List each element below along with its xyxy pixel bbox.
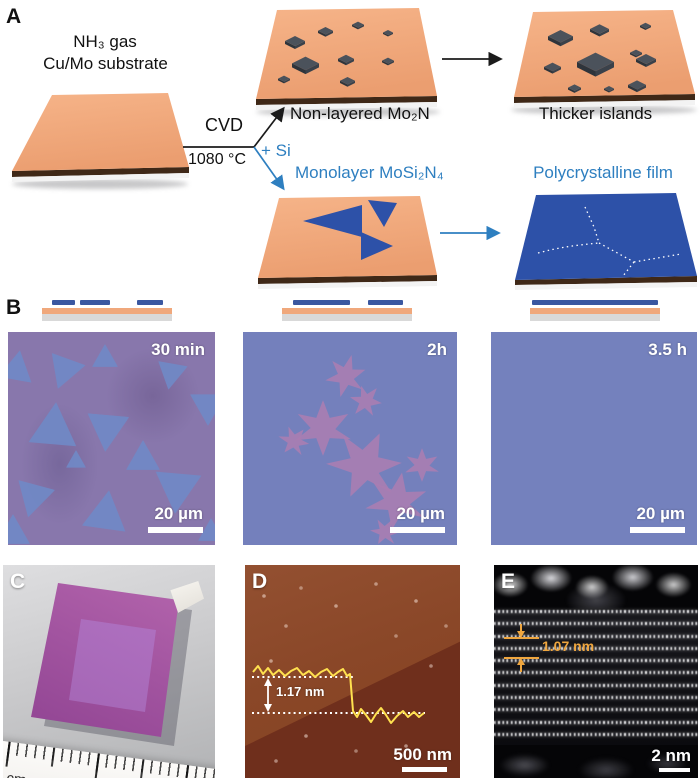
tem-cap-layer [494, 565, 698, 609]
afm-image: 1.17 nm 500 nm D [245, 565, 460, 778]
panel-a-schematic [12, 8, 697, 290]
cu-layer [42, 308, 172, 314]
mo-layer [530, 314, 660, 321]
scale-bar-label: 20 µm [154, 504, 203, 523]
island-segment [137, 300, 163, 305]
layer-spacing-label: 1.07 nm [542, 638, 595, 654]
label-thicker-islands: Thicker islands [538, 104, 653, 123]
island-segment [532, 300, 658, 305]
tem-image: 1.07 nm 2 nm E [494, 565, 698, 778]
tem-overlay [504, 624, 539, 672]
ruler: 1 cm 2 [3, 737, 215, 778]
scale-bar-label: 500 nm [393, 745, 452, 764]
panel-a: A NH₃ gas Cu/Mo substrate CVD 1080 °C No… [0, 0, 700, 292]
height-arrow [264, 678, 272, 712]
wafer-photo: 1 cm 2 C [3, 565, 215, 778]
growth-schematic-2h [282, 297, 412, 323]
panel-a-label: A [6, 5, 22, 28]
growth-schematic-3p5h [530, 297, 660, 323]
label-cvd: CVD [204, 115, 243, 135]
flake-triangle [361, 232, 393, 260]
island-segment [80, 300, 110, 305]
substrate-thicker-islands [511, 10, 697, 115]
time-label: 3.5 h [648, 340, 687, 359]
island-segment [368, 300, 403, 305]
micrograph-30min: 30 min 20 µm [8, 332, 215, 545]
scale-bar-label: 20 µm [396, 504, 445, 523]
step-height-label: 1.17 nm [276, 684, 325, 699]
substrate-initial [12, 93, 189, 189]
label-plus-si: + Si [261, 141, 291, 160]
time-label: 30 min [151, 340, 205, 359]
flake-triangle [303, 205, 362, 237]
spacing-annotation [504, 624, 539, 672]
flake-triangle [368, 200, 397, 227]
height-profile-trace [252, 665, 425, 724]
scale-bar-label: 2 nm [651, 746, 691, 765]
scale-bar-label: 20 µm [636, 504, 685, 523]
scale-bar [659, 767, 690, 772]
micrograph-2h: 2h 20 µm [243, 332, 457, 545]
tem-lattice-layers [494, 610, 698, 745]
label-temperature: 1080 °C [188, 151, 246, 168]
ruler-number-1cm: 1 cm [3, 768, 27, 778]
arrow-branch-top [253, 106, 285, 148]
label-polycrystalline: Polycrystalline film [533, 163, 673, 182]
caption-substrate: Cu/Mo substrate [43, 54, 168, 73]
panel-b-label: B [6, 296, 22, 319]
substrate-polycrystalline-film [515, 193, 697, 290]
scale-bar [402, 767, 447, 772]
caption-gas: NH₃ gas [73, 32, 137, 51]
wafer-film-region [69, 619, 156, 712]
cu-layer [282, 308, 412, 314]
label-monolayer: Monolayer MoSi₂N₄ [295, 163, 444, 182]
mo-layer [282, 314, 412, 321]
afm-overlay [252, 665, 425, 724]
panel-d-label: D [252, 570, 268, 593]
scale-bar [148, 527, 203, 533]
island-segment [293, 300, 350, 305]
grain-boundaries [537, 206, 682, 277]
substrate-monolayer-flakes [258, 196, 437, 289]
micrograph-3p5h: 3.5 h 20 µm [491, 332, 697, 545]
substrate-mo2n-islands [256, 8, 440, 117]
ruler-ticks-cm [3, 737, 215, 778]
tem-substrate-region [494, 746, 698, 778]
growth-schematic-30min [42, 297, 172, 323]
time-label: 2h [427, 340, 447, 359]
mo-layer [42, 314, 172, 321]
arrow-branch-bottom [253, 146, 285, 191]
label-nonlayered: Non-layered Mo₂N [290, 104, 430, 123]
scale-bar [630, 527, 685, 533]
panel-c-label: C [10, 570, 26, 593]
cu-layer [530, 308, 660, 314]
panel-e-label: E [501, 570, 516, 593]
island-segment [52, 300, 75, 305]
scale-bar [390, 527, 445, 533]
